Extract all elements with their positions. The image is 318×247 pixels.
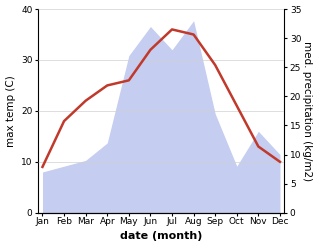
Y-axis label: max temp (C): max temp (C) bbox=[5, 75, 16, 147]
Y-axis label: med. precipitation (kg/m2): med. precipitation (kg/m2) bbox=[302, 41, 313, 181]
X-axis label: date (month): date (month) bbox=[120, 231, 203, 242]
